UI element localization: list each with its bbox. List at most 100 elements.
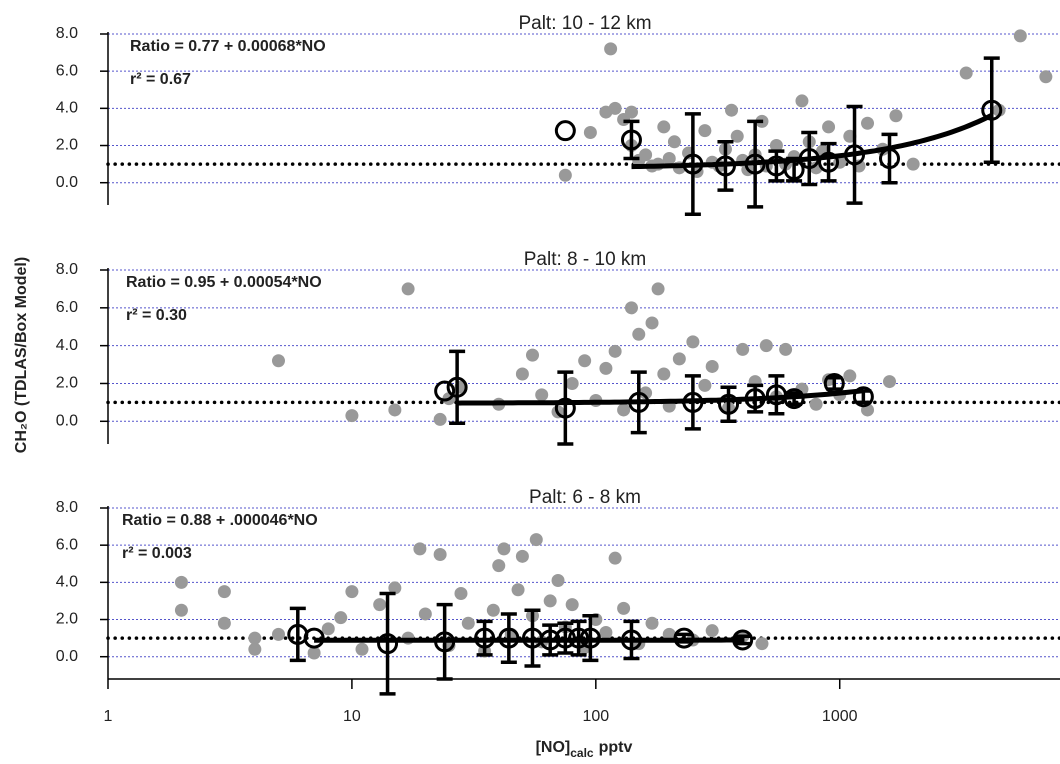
mean-marker	[554, 120, 576, 142]
y-tick-label: 2.0	[56, 137, 78, 154]
error-bar	[855, 389, 872, 405]
mean-marker	[879, 148, 901, 170]
y-tick-label: 2.0	[56, 611, 78, 628]
annotation: r² = 0.67	[130, 71, 191, 88]
x-tick-label: 1	[104, 708, 113, 725]
data-point	[217, 616, 231, 630]
data-point	[355, 642, 369, 656]
mean-marker	[377, 633, 399, 655]
data-point	[515, 367, 529, 381]
y-tick-label: 6.0	[56, 299, 78, 316]
y-tick-label: 4.0	[56, 100, 78, 117]
mean-marker	[714, 155, 736, 177]
data-point	[662, 627, 676, 641]
data-point	[705, 359, 719, 373]
data-point	[667, 135, 681, 149]
data-point	[271, 627, 285, 641]
panel: 0.0 2.0 4.0 6.0 8.0 Palt: 6 - 8 km Ratio = 0.8…	[56, 487, 1060, 760]
y-tick-label: 8.0	[56, 261, 78, 278]
data-point	[599, 361, 613, 375]
data-point	[624, 301, 638, 315]
error-bar	[623, 619, 640, 661]
mean-marker	[718, 393, 740, 415]
data-point	[645, 616, 659, 630]
data-point	[698, 378, 712, 392]
error-bar	[500, 612, 517, 665]
data-point	[492, 559, 506, 573]
mean-marker	[744, 153, 766, 175]
data-point	[334, 611, 348, 625]
mean-marker	[844, 144, 866, 166]
mean-marker	[579, 627, 601, 649]
mean-marker	[818, 151, 840, 173]
data-point	[511, 583, 525, 597]
error-bar	[582, 614, 599, 663]
mean-marker	[682, 153, 704, 175]
data-point	[657, 120, 671, 134]
error-bar	[449, 349, 466, 425]
data-point	[558, 168, 572, 182]
data-point	[617, 403, 631, 417]
x-tick-label: 100	[582, 708, 609, 725]
data-point	[672, 352, 686, 366]
x-axis-label: [NO]calc pptv	[536, 739, 633, 760]
y-tick-label: 8.0	[56, 25, 78, 42]
data-point	[599, 105, 613, 119]
data-point	[608, 551, 622, 565]
mean-marker	[554, 397, 576, 419]
data-point	[248, 631, 262, 645]
data-point	[906, 157, 920, 171]
data-point	[604, 42, 618, 56]
data-point	[698, 124, 712, 138]
mean-marker	[539, 629, 561, 651]
mean-marker	[474, 627, 496, 649]
y-tick-label: 2.0	[56, 375, 78, 392]
data-point	[486, 603, 500, 617]
error-bar	[717, 140, 734, 192]
annotation: Ratio = 0.95 + 0.00054*NO	[126, 274, 322, 291]
panel-title: Palt: 10 - 12 km	[518, 13, 651, 34]
data-point	[418, 607, 432, 621]
data-point	[497, 542, 511, 556]
panel: 0.0 2.0 4.0 6.0 8.0 Palt: 10 - 12 km Ratio = 0…	[56, 13, 1060, 217]
error-bar	[734, 634, 751, 646]
mean-marker	[434, 631, 456, 653]
error-bar	[676, 632, 693, 644]
error-bar	[820, 141, 837, 183]
x-axis-label-sub: calc	[570, 746, 594, 760]
data-point	[759, 339, 773, 353]
mean-marker	[568, 627, 590, 649]
mean-marker	[798, 148, 820, 170]
data-point	[345, 585, 359, 599]
data-point	[959, 66, 973, 80]
data-point	[599, 626, 613, 640]
mean-marker	[981, 99, 1003, 121]
mean-marker	[783, 159, 805, 181]
annotation: r² = 0.30	[126, 307, 187, 324]
data-point	[755, 637, 769, 651]
data-point	[662, 152, 676, 166]
data-point	[515, 549, 529, 563]
annotation: Ratio = 0.77 + 0.00068*NO	[130, 38, 326, 55]
mean-marker	[554, 627, 576, 649]
error-bar	[557, 370, 574, 446]
data-point	[454, 587, 468, 600]
annotation: Ratio = 0.88 + .000046*NO	[122, 512, 318, 529]
data-point	[730, 129, 744, 143]
data-point	[583, 126, 597, 140]
mean-marker	[498, 627, 520, 649]
data-point	[883, 375, 897, 389]
x-axis-label-main: [NO]	[536, 739, 571, 756]
data-point	[736, 342, 750, 356]
data-point	[543, 594, 557, 608]
data-point	[705, 624, 719, 638]
mean-marker	[628, 391, 650, 413]
data-point	[345, 409, 359, 423]
data-point	[373, 598, 387, 612]
data-point	[617, 601, 631, 615]
error-bar	[476, 619, 493, 657]
error-bar	[720, 385, 737, 424]
error-bar	[846, 104, 863, 205]
error-bar	[623, 119, 640, 161]
data-point	[217, 585, 231, 599]
